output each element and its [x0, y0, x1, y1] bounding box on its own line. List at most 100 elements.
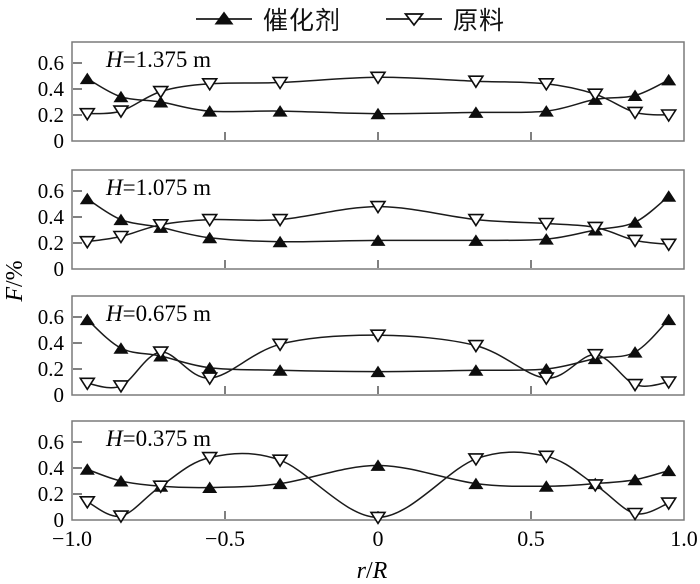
catalyst-point [153, 96, 169, 108]
catalyst-point [370, 459, 386, 471]
y-tick-label: 0.2 [38, 103, 64, 127]
catalyst-point [468, 364, 484, 376]
feed-point [660, 238, 678, 252]
y-tick-label: 0 [54, 383, 65, 407]
catalyst-point [272, 105, 288, 117]
feed-point [271, 454, 289, 468]
x-tick-label: 1.0 [670, 526, 698, 551]
feed-point [537, 450, 555, 464]
feed-point [271, 76, 289, 90]
x-tick-label: −0.5 [205, 526, 245, 551]
y-tick-label: 0.2 [38, 357, 64, 381]
y-tick-label: 0.4 [38, 205, 65, 229]
catalyst-point [627, 346, 643, 358]
catalyst-point [202, 105, 218, 117]
y-tick-label: 0.4 [38, 77, 65, 101]
catalyst-point [661, 464, 677, 477]
catalyst-point [79, 72, 95, 85]
panel-3: 00.20.40.6 H=0.675 m [38, 295, 685, 407]
catalyst-point [79, 463, 95, 475]
feed-point [201, 78, 219, 92]
panel-2: 00.20.40.6 H=1.075 m [38, 169, 685, 281]
feed-point [537, 217, 555, 231]
y-tick-label: 0 [54, 508, 65, 532]
feed-point [537, 78, 555, 92]
x-axis-title: r/R [357, 558, 388, 584]
feed-point [537, 372, 555, 386]
feed-point [78, 235, 96, 250]
panel-2-label: H=1.075 m [105, 175, 211, 200]
panel-3-catalyst-curve [86, 319, 670, 373]
feed-point [78, 377, 96, 391]
catalyst-point [113, 213, 129, 226]
feed-point [467, 453, 485, 467]
catalyst-point [538, 480, 554, 492]
y-tick-label: 0.6 [38, 51, 64, 75]
catalyst-point [272, 477, 288, 490]
feed-point [201, 372, 219, 386]
feed-point [660, 376, 678, 390]
y-tick-label: 0.2 [38, 231, 64, 255]
feed-point [586, 88, 604, 102]
feed-point [467, 339, 485, 354]
panel-frame [71, 41, 685, 142]
panel-3-label: H=0.675 m [105, 301, 211, 326]
y-tick-label: 0.6 [38, 179, 64, 203]
legend-label-catalyst: 催化剂 [262, 8, 341, 35]
catalyst-point [627, 216, 643, 228]
catalyst-point [370, 234, 386, 246]
panel-1: 00.20.40.6 H=1.375 m [38, 41, 685, 153]
feed-point [626, 106, 644, 120]
y-tick-label: 0.6 [38, 430, 64, 454]
feed-point [152, 219, 170, 233]
panel-4-label: H=0.375 m [105, 426, 211, 451]
feed-point [660, 497, 678, 511]
legend-item-catalyst: 催化剂 [195, 1, 341, 37]
feed-point [112, 105, 130, 119]
panel-frame [71, 169, 685, 270]
feed-point [369, 511, 387, 525]
catalyst-marker-icon [195, 11, 252, 25]
y-tick-label: 0.6 [38, 305, 64, 329]
panel-frame [71, 295, 685, 396]
catalyst-point [272, 235, 288, 248]
catalyst-point [468, 477, 484, 490]
panel-1-label: H=1.375 m [105, 47, 211, 72]
catalyst-point [272, 364, 288, 376]
feed-point [586, 479, 604, 493]
feed-point [626, 378, 644, 393]
x-tick-label: −1.0 [52, 526, 92, 551]
legend: 催化剂 原料 [0, 2, 700, 36]
catalyst-point [661, 313, 677, 326]
y-axis-title: F/% [2, 260, 28, 302]
feed-marker-icon [386, 13, 442, 27]
catalyst-point [79, 192, 95, 205]
x-tick-label: 0.5 [517, 526, 545, 551]
feed-point [467, 75, 485, 89]
catalyst-point [468, 234, 484, 246]
catalyst-point [538, 105, 554, 117]
catalyst-point [370, 365, 386, 378]
y-tick-label: 0 [54, 129, 65, 153]
feed-point [152, 85, 170, 100]
panel-4: 00.20.40.6 H=0.375 m [38, 420, 685, 532]
y-tick-label: 0.2 [38, 482, 64, 506]
catalyst-point [627, 473, 643, 486]
catalyst-point [202, 481, 218, 493]
y-tick-label: 0.4 [38, 331, 65, 355]
feed-point [369, 71, 387, 85]
catalyst-point [538, 363, 554, 375]
catalyst-point [468, 106, 484, 118]
feed-point [626, 234, 644, 248]
feed-point [201, 213, 219, 228]
feed-point [78, 496, 96, 510]
catalyst-point [370, 107, 386, 120]
feed-point [201, 451, 219, 466]
catalyst-point [627, 89, 643, 101]
x-tick-label: 0 [373, 526, 384, 551]
feed-point [626, 507, 644, 521]
catalyst-point [661, 190, 677, 202]
catalyst-point [202, 231, 218, 244]
feed-point [369, 329, 387, 343]
